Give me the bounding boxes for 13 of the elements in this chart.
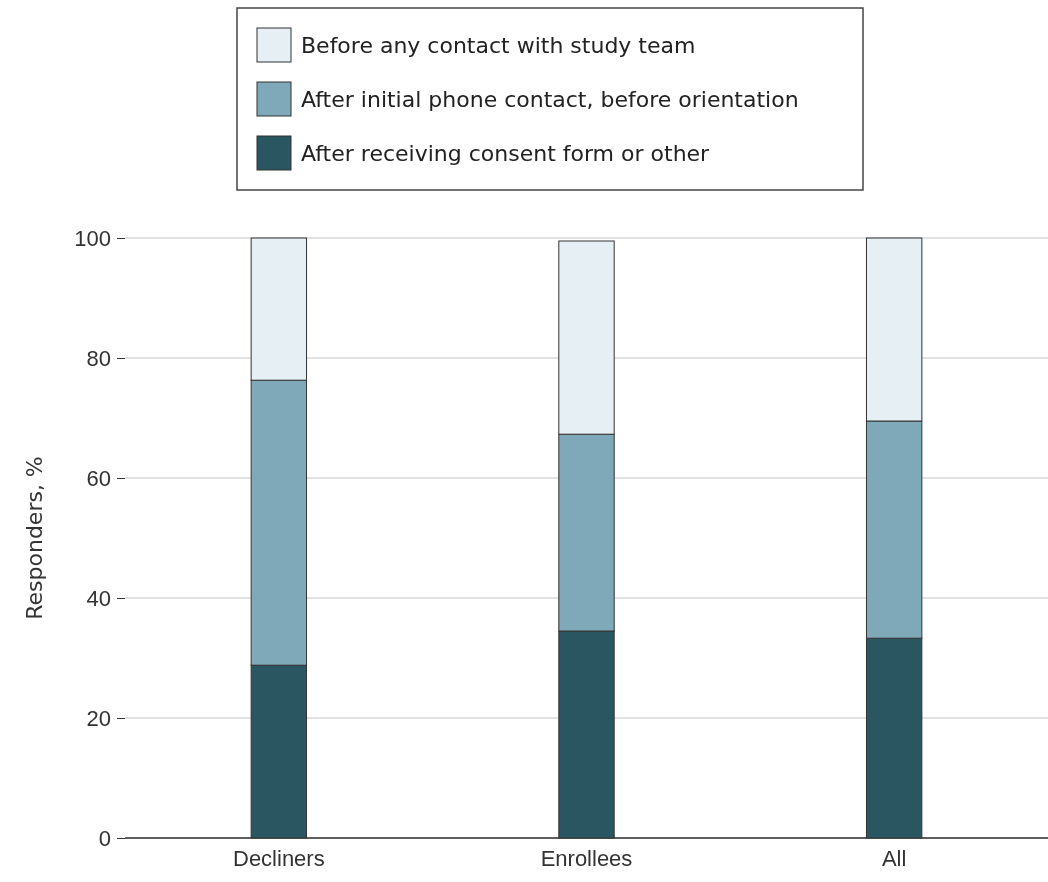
x-tick-label: Decliners — [232, 845, 325, 871]
y-tick-label: 40 — [86, 585, 111, 611]
x-tick-label: Enrollees — [540, 845, 633, 871]
y-tick-label: 20 — [86, 705, 111, 731]
y-tick-label: 0 — [98, 825, 111, 851]
y-tick-label: 80 — [86, 345, 111, 371]
x-tick-label: All — [881, 845, 907, 871]
legend-label: After receiving consent form or other — [301, 141, 711, 166]
legend-label: Before any contact with study team — [301, 33, 696, 58]
y-tick-label: 100 — [74, 225, 111, 251]
y-axis-title: Responders, % — [22, 456, 47, 620]
y-tick-label: 60 — [86, 465, 111, 491]
legend-label: After initial phone contact, before orientation — [301, 87, 799, 112]
